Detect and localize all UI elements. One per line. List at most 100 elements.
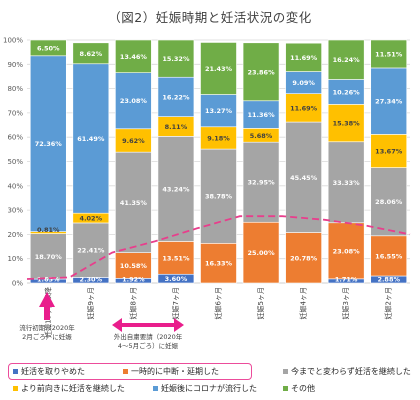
data-label: 11.36% — [248, 111, 276, 119]
x-tick-label: 妊娠7ヶ月 — [171, 287, 180, 319]
bar-segment — [370, 167, 408, 237]
x-axis: 妊娠10ヶ月以降妊娠9ヶ月妊娠8ヶ月妊娠7ヶ月妊娠6ヶ月妊娠5ヶ月妊娠4ヶ月妊娠… — [43, 287, 392, 338]
data-label: 45.45% — [290, 174, 318, 182]
bar-segment — [370, 67, 408, 135]
data-label: 22.41% — [77, 247, 105, 255]
data-label: 32.95% — [248, 179, 276, 187]
annotation-emergency-arrow-left — [112, 318, 122, 332]
data-label: 1.71% — [335, 276, 358, 284]
data-label: 18.70% — [35, 253, 63, 261]
bar-segment — [370, 134, 408, 168]
bar-segment — [157, 39, 195, 78]
annotations: 流行初期（2020年 2月ごろ）に妊娠 外出自粛要請（2020年 4～5月ごろ）… — [19, 292, 184, 350]
x-tick-label: 妊娠3ヶ月 — [341, 287, 350, 319]
bar-segment — [242, 42, 280, 102]
legend-swatch-stopped — [13, 368, 18, 374]
legend-item-positive: より前向きに妊活を継続した — [13, 381, 125, 395]
data-label: 20.78% — [290, 254, 318, 262]
data-label: 23.08% — [120, 97, 148, 105]
annotation-emergency-line-1: 外出自粛要請（2020年 — [114, 332, 183, 341]
annotation-emergency-line-2: 4～5月ごろ）に妊娠 — [118, 341, 179, 350]
legend-label-after-pregnancy: 妊娠後にコロナが流行した — [161, 383, 257, 393]
x-tick-label: 妊娠9ヶ月 — [86, 287, 95, 319]
data-label: 23.86% — [248, 68, 276, 76]
annotation-emergency-arrow-shaft — [121, 323, 175, 327]
bar-segment — [72, 63, 110, 214]
data-label: 9.09% — [292, 79, 315, 87]
y-axis: 0% 10% 20% 30% 40% 50% 60% 70% 80% 90% 100% — [3, 37, 23, 288]
data-label: 9.18% — [207, 134, 230, 142]
x-tick-label: 妊娠6ヶ月 — [214, 287, 223, 319]
bar-segment — [115, 151, 152, 253]
y-tick-label: 80% — [7, 85, 23, 93]
data-label: 72.36% — [35, 140, 63, 148]
bar-segment — [370, 235, 408, 277]
data-labels: 1.63% 18.70% 0.81% 72.36% 6.50% 2.30% 22.41% 4.… — [35, 44, 403, 283]
bar-segment — [327, 222, 365, 280]
bars — [29, 39, 408, 284]
bar-segment — [242, 141, 280, 223]
annotation-emergency-arrow-right — [174, 318, 184, 332]
chart-title: （図2）妊娠時期と妊活状況の変化 — [108, 10, 312, 25]
bar-segment — [327, 104, 365, 143]
data-label: 15.32% — [162, 55, 190, 63]
bar-segment — [157, 76, 195, 117]
legend-swatch-other — [283, 385, 288, 391]
annotation-epidemic-arrow-shaft — [44, 307, 50, 320]
data-label: 13.27% — [205, 107, 233, 115]
data-label: 1.92% — [122, 276, 145, 284]
annotation-epidemic-arrow-head — [39, 292, 55, 307]
data-label: 2.88% — [377, 276, 400, 284]
data-label: 16.22% — [162, 93, 190, 101]
data-label: 10.58% — [120, 262, 148, 270]
data-label: 0.81% — [37, 226, 60, 234]
data-label: 28.06% — [375, 198, 403, 206]
legend-label-stopped: 妊活を取りやめた — [21, 366, 85, 376]
y-tick-label: 20% — [7, 231, 23, 239]
y-tick-label: 60% — [7, 134, 23, 142]
bar-segment — [29, 233, 67, 280]
legend-label-other: その他 — [291, 383, 315, 393]
data-label: 23.08% — [333, 247, 361, 255]
data-label: 41.35% — [120, 199, 148, 207]
x-tick-label: 妊娠8ヶ月 — [128, 287, 137, 319]
bar-segment — [285, 232, 322, 284]
y-tick-label: 0% — [12, 280, 23, 288]
data-label: 2.30% — [80, 276, 103, 284]
data-label: 1.63% — [37, 276, 60, 284]
bar-segment — [72, 42, 110, 65]
data-label: 16.33% — [205, 260, 233, 268]
data-label: 15.38% — [333, 120, 361, 128]
legend-item-paused: 一時的に中断・延期した — [123, 364, 219, 378]
legend-swatch-paused — [123, 368, 128, 374]
y-tick-label: 100% — [3, 37, 23, 45]
x-tick-label: 妊娠5ヶ月 — [256, 287, 265, 319]
y-tick-label: 10% — [7, 255, 23, 263]
bar-segment — [29, 39, 67, 57]
bar-segment — [327, 79, 365, 105]
data-label: 11.69% — [290, 54, 318, 62]
annotation-emergency: 外出自粛要請（2020年 4～5月ごろ）に妊娠 — [112, 318, 184, 350]
bar-segment — [370, 39, 408, 69]
data-label: 4.02% — [80, 215, 103, 223]
annotation-epidemic-line-2: 2月ごろ）に妊娠 — [22, 332, 72, 341]
y-tick-label: 70% — [7, 109, 23, 117]
data-label: 13.46% — [120, 53, 148, 61]
data-label: 8.11% — [165, 123, 188, 131]
data-label: 13.51% — [162, 254, 190, 262]
legend: 妊活を取りやめた 一時的に中断・延期した 今までと変わらず妊活を継続した より前… — [5, 362, 415, 398]
data-label: 8.62% — [80, 50, 103, 58]
legend-label-continued: 今までと変わらず妊活を継続した — [291, 366, 411, 376]
annotation-epidemic: 流行初期（2020年 2月ごろ）に妊娠 — [19, 292, 75, 341]
bar-segment — [327, 39, 365, 80]
y-tick-label: 90% — [7, 61, 23, 69]
data-label: 27.34% — [375, 98, 403, 106]
data-label: 16.55% — [375, 252, 403, 260]
x-tick-label: 妊娠2ヶ月 — [384, 287, 393, 319]
bar-segment — [72, 222, 110, 278]
x-tick-label: 妊娠4ヶ月 — [299, 287, 308, 319]
legend-swatch-positive — [13, 385, 18, 391]
data-label: 3.60% — [165, 275, 188, 283]
legend-label-positive: より前向きに妊活を継続した — [21, 383, 125, 393]
